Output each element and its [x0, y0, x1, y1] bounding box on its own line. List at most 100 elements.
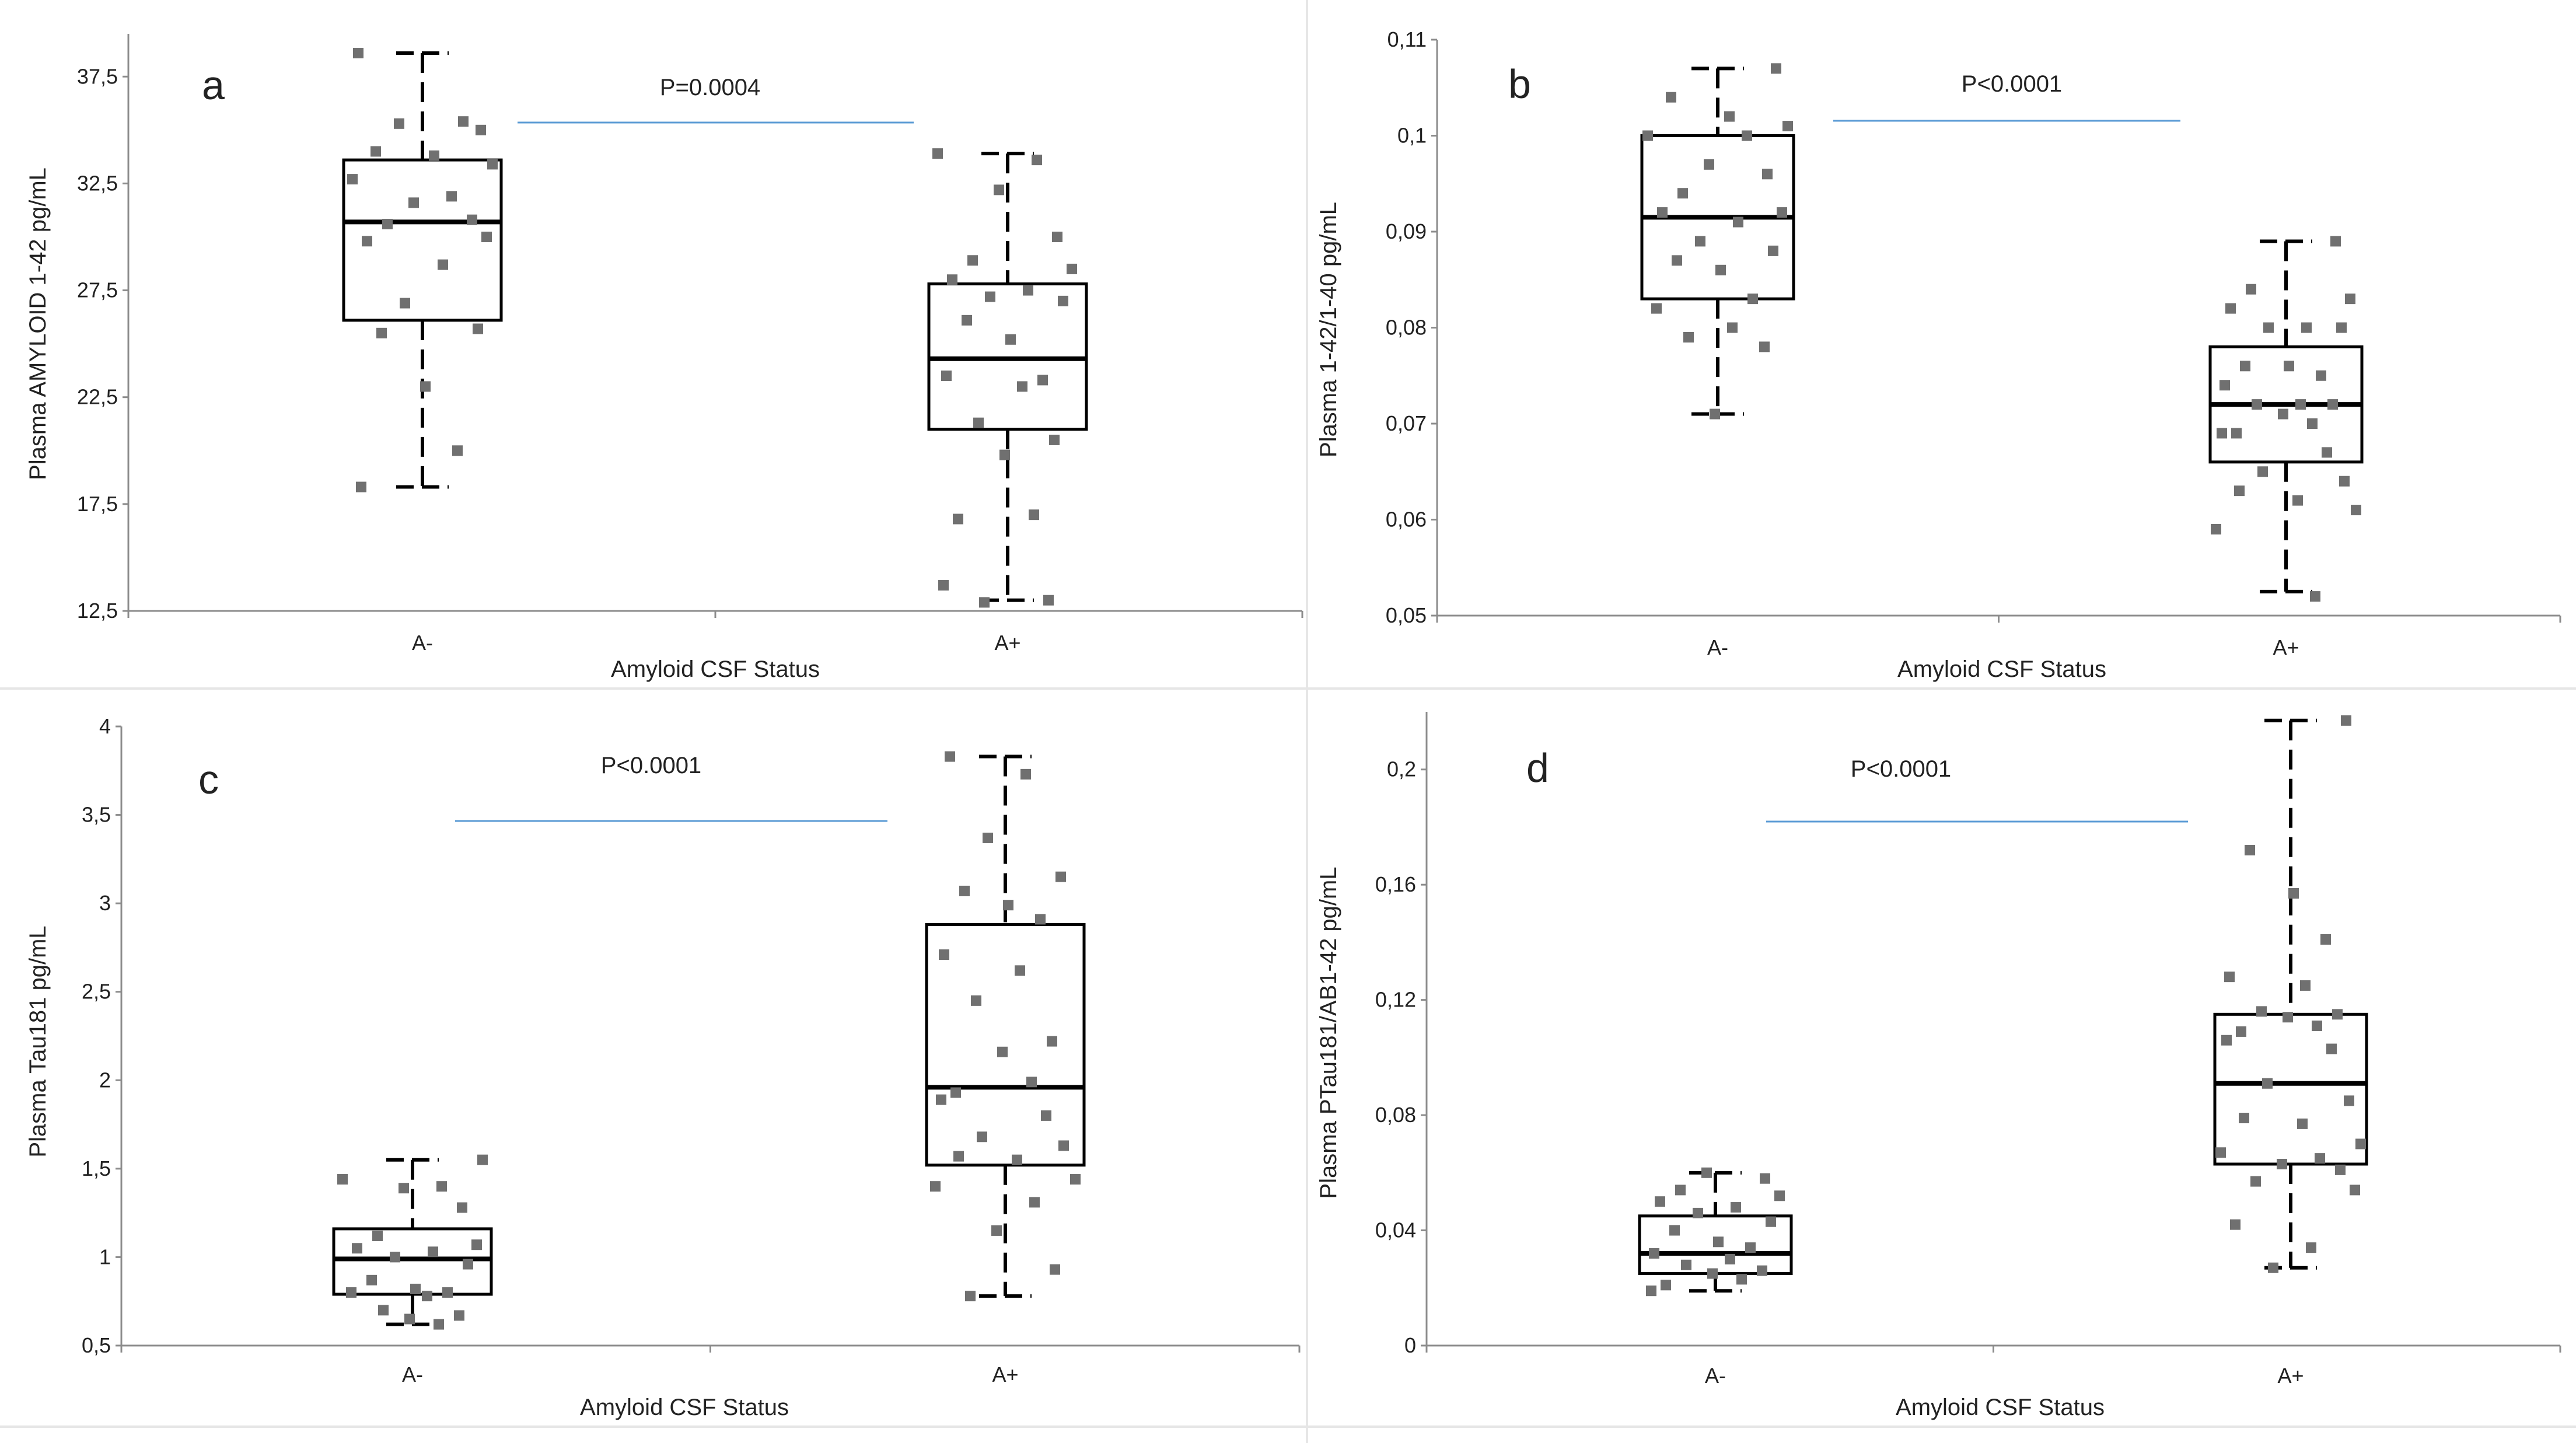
data-point	[939, 949, 949, 960]
data-points	[337, 751, 1081, 1330]
data-point	[347, 174, 358, 185]
y-tick-labels: 12,5 17,5 22,5 27,5 32,5 37,5	[77, 64, 1303, 623]
data-point	[1677, 188, 1688, 199]
data-point	[1742, 130, 1752, 141]
data-point	[352, 1243, 362, 1254]
data-point	[1646, 1285, 1656, 1297]
y-tick-label: 0,05	[1386, 603, 1427, 627]
y-tick-label: 17,5	[77, 492, 118, 516]
data-point	[950, 1087, 961, 1098]
data-point	[390, 1252, 400, 1263]
data-point	[2236, 1026, 2246, 1037]
data-point	[378, 1305, 389, 1316]
data-point	[2217, 428, 2227, 439]
data-point	[454, 1310, 464, 1321]
panel-a: 12,517,522,527,532,537,5 A- A+ P=0.0004 …	[25, 34, 1303, 682]
data-point	[941, 371, 952, 382]
y-tick-label: 2	[99, 1068, 111, 1092]
data-point	[2245, 844, 2255, 855]
y-tick-label: 1,5	[82, 1157, 111, 1180]
data-point	[1047, 1036, 1057, 1047]
data-point	[372, 1231, 383, 1242]
data-point	[1681, 1259, 1691, 1270]
data-point	[436, 1181, 447, 1192]
y-tick-label: 0,09	[1386, 219, 1427, 243]
data-point	[2211, 523, 2221, 534]
data-point	[2351, 505, 2361, 516]
data-point	[2322, 447, 2332, 458]
data-point	[2268, 1262, 2278, 1273]
category-label-a-plus: A+	[2273, 635, 2299, 659]
data-point	[434, 1319, 444, 1330]
p-value-label: P=0.0004	[660, 75, 760, 100]
data-point	[1745, 1242, 1756, 1253]
data-point	[2231, 428, 2242, 439]
data-point	[2295, 399, 2306, 410]
data-point	[429, 150, 439, 161]
panel-letter-d: d	[1526, 745, 1549, 791]
data-points	[1642, 63, 2361, 602]
data-point	[932, 148, 943, 159]
data-point	[2350, 1185, 2360, 1196]
data-point	[2262, 1078, 2273, 1089]
data-point	[1683, 331, 1694, 343]
data-point	[1695, 236, 1705, 247]
data-point	[979, 597, 990, 608]
y-tick-label: 3,5	[82, 803, 111, 827]
data-point	[2284, 361, 2294, 372]
data-point	[471, 1239, 482, 1250]
y-tick-label: 1	[99, 1245, 111, 1269]
data-point	[945, 751, 955, 762]
data-point	[2341, 715, 2351, 726]
category-label-a-plus: A+	[994, 631, 1020, 655]
data-point	[481, 231, 492, 242]
data-point	[2225, 303, 2236, 314]
data-point	[1052, 231, 1062, 242]
data-point	[936, 1094, 946, 1105]
data-point	[1029, 509, 1039, 520]
data-point	[2336, 322, 2347, 333]
data-point	[2239, 1113, 2249, 1124]
data-point	[446, 191, 457, 202]
data-point	[1041, 1110, 1051, 1121]
data-points	[1646, 715, 2366, 1297]
data-point	[1035, 914, 1046, 925]
data-point	[2292, 495, 2303, 506]
data-point	[1693, 1207, 1703, 1218]
data-point	[1759, 341, 1770, 352]
y-tick-label: 0,12	[1375, 988, 1416, 1012]
data-point	[2344, 1095, 2354, 1106]
data-point	[1666, 92, 1676, 103]
data-point	[2257, 466, 2268, 477]
data-point	[477, 1154, 488, 1165]
category-labels: A- A+	[1705, 1364, 2304, 1388]
data-point	[1023, 285, 1033, 296]
boxes	[332, 754, 1086, 1326]
data-point	[2310, 591, 2320, 602]
data-point	[1669, 1225, 1680, 1236]
data-point	[2277, 1159, 2287, 1170]
data-points	[347, 47, 1077, 608]
y-tick-label: 22,5	[77, 385, 118, 409]
data-point	[999, 449, 1010, 460]
panel-letter-c: c	[198, 757, 219, 802]
data-point	[2300, 980, 2311, 991]
p-value-label: P<0.0001	[1851, 756, 1951, 782]
x-axis-title: Amyloid CSF Status	[1897, 656, 2106, 682]
data-point	[962, 315, 972, 326]
data-point	[1651, 303, 1662, 314]
data-point	[985, 291, 995, 302]
data-point	[1655, 1196, 1665, 1207]
data-point	[967, 255, 978, 266]
data-point	[452, 445, 463, 456]
data-point	[1015, 965, 1025, 976]
data-point	[1661, 1280, 1671, 1291]
x-axis-title: Amyloid CSF Status	[611, 656, 820, 682]
data-point	[2283, 1012, 2293, 1023]
data-point	[1727, 322, 1738, 333]
data-point	[463, 1259, 473, 1270]
data-point	[467, 214, 477, 225]
data-point	[337, 1174, 348, 1185]
data-point	[2263, 322, 2274, 333]
